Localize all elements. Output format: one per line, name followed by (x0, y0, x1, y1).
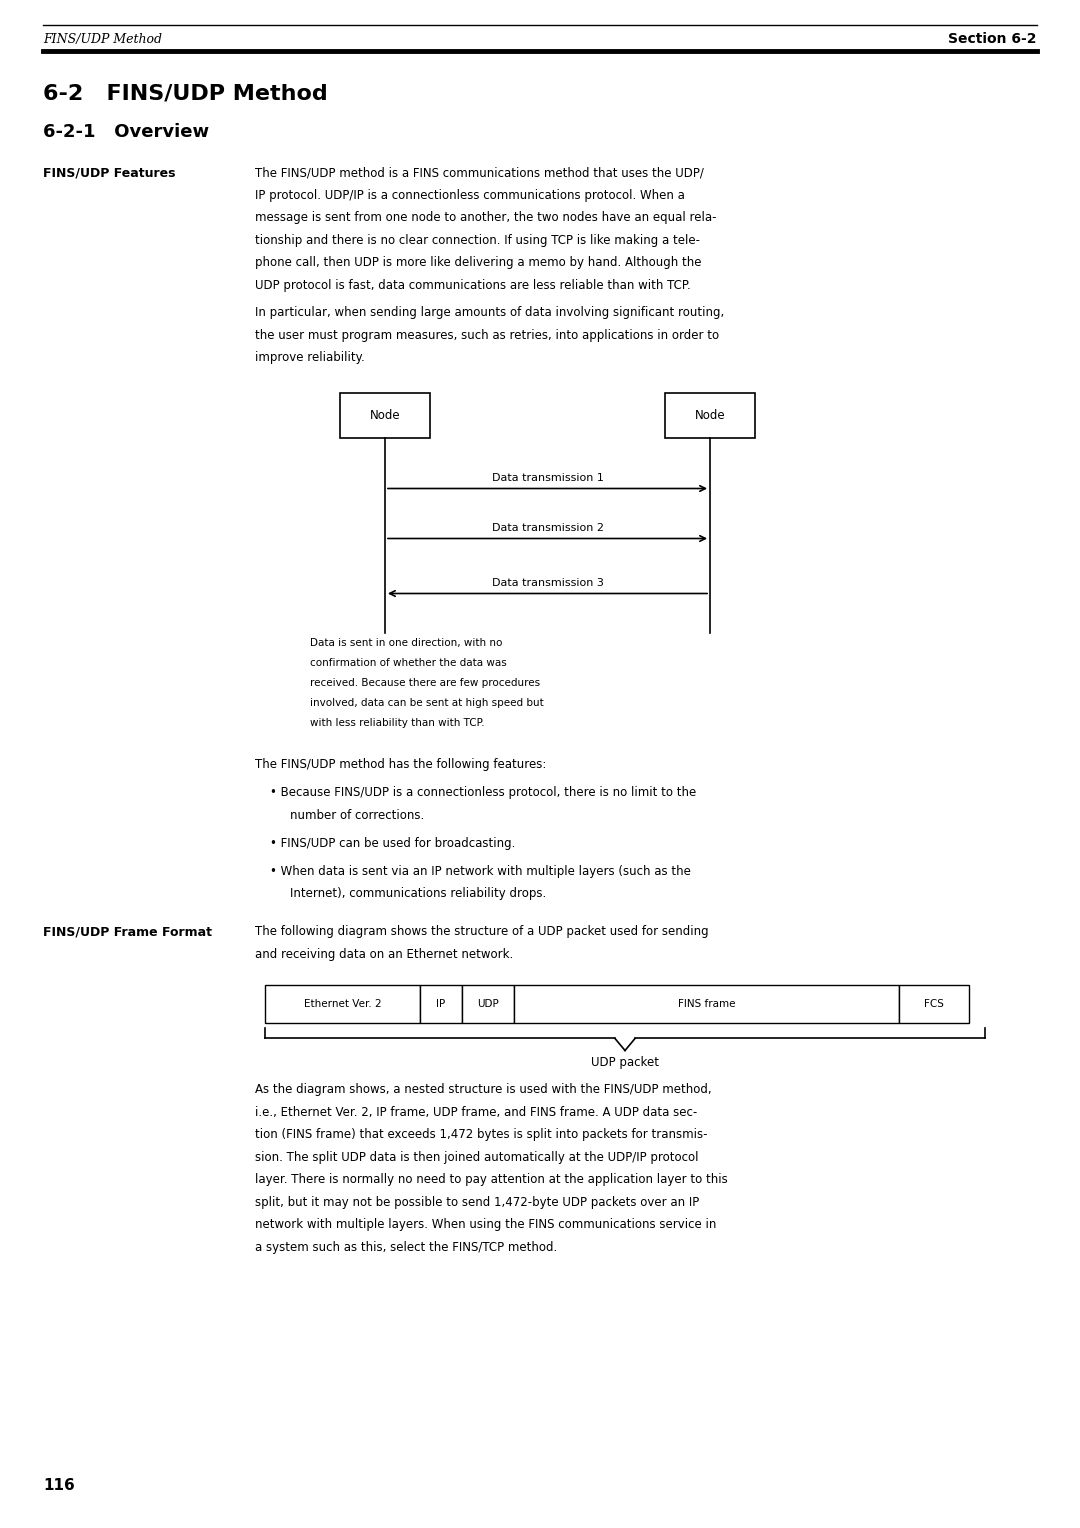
Text: UDP packet: UDP packet (591, 1056, 659, 1070)
Text: layer. There is normally no need to pay attention at the application layer to th: layer. There is normally no need to pay … (255, 1174, 728, 1187)
Text: 6-2   FINS/UDP Method: 6-2 FINS/UDP Method (43, 83, 327, 102)
Text: Section 6-2: Section 6-2 (948, 32, 1037, 46)
Text: the user must program measures, such as retries, into applications in order to: the user must program measures, such as … (255, 329, 719, 341)
Bar (665, 394, 755, 439)
Text: FINS frame: FINS frame (678, 999, 735, 1010)
Text: In particular, when sending large amounts of data involving significant routing,: In particular, when sending large amount… (255, 306, 725, 319)
Text: and receiving data on an Ethernet network.: and receiving data on an Ethernet networ… (255, 947, 513, 961)
Text: tion (FINS frame) that exceeds 1,472 bytes is split into packets for transmis-: tion (FINS frame) that exceeds 1,472 byt… (255, 1129, 707, 1141)
Text: FINS/UDP Frame Format: FINS/UDP Frame Format (43, 926, 212, 938)
Text: received. Because there are few procedures: received. Because there are few procedur… (310, 678, 540, 689)
Text: Data transmission 3: Data transmission 3 (491, 579, 604, 588)
Text: phone call, then UDP is more like delivering a memo by hand. Although the: phone call, then UDP is more like delive… (255, 257, 702, 269)
Text: sion. The split UDP data is then joined automatically at the UDP/IP protocol: sion. The split UDP data is then joined … (255, 1151, 699, 1164)
Text: involved, data can be sent at high speed but: involved, data can be sent at high speed… (310, 698, 543, 709)
Text: message is sent from one node to another, the two nodes have an equal rela-: message is sent from one node to another… (255, 211, 716, 225)
Text: split, but it may not be possible to send 1,472-byte UDP packets over an IP: split, but it may not be possible to sen… (255, 1196, 699, 1209)
Text: confirmation of whether the data was: confirmation of whether the data was (310, 659, 507, 668)
Text: 6-2-1   Overview: 6-2-1 Overview (43, 122, 210, 141)
Bar (265, 986, 420, 1024)
Text: Node: Node (369, 410, 401, 423)
Text: network with multiple layers. When using the FINS communications service in: network with multiple layers. When using… (255, 1218, 716, 1232)
Text: Data is sent in one direction, with no: Data is sent in one direction, with no (310, 639, 502, 648)
Text: FCS: FCS (924, 999, 944, 1010)
Bar (899, 986, 969, 1024)
Text: As the diagram shows, a nested structure is used with the FINS/UDP method,: As the diagram shows, a nested structure… (255, 1083, 712, 1097)
Bar (340, 394, 430, 439)
Text: The FINS/UDP method is a FINS communications method that uses the UDP/: The FINS/UDP method is a FINS communicat… (255, 167, 704, 179)
Text: with less reliability than with TCP.: with less reliability than with TCP. (310, 718, 485, 729)
Text: IP protocol. UDP/IP is a connectionless communications protocol. When a: IP protocol. UDP/IP is a connectionless … (255, 188, 685, 202)
Text: • When data is sent via an IP network with multiple layers (such as the: • When data is sent via an IP network wi… (270, 865, 691, 879)
Text: improve reliability.: improve reliability. (255, 351, 365, 364)
Text: a system such as this, select the FINS/TCP method.: a system such as this, select the FINS/T… (255, 1241, 557, 1254)
Text: • FINS/UDP can be used for broadcasting.: • FINS/UDP can be used for broadcasting. (270, 837, 515, 850)
Text: • Because FINS/UDP is a connectionless protocol, there is no limit to the: • Because FINS/UDP is a connectionless p… (270, 787, 697, 799)
Text: FINS/UDP Method: FINS/UDP Method (43, 32, 162, 46)
Text: Ethernet Ver. 2: Ethernet Ver. 2 (303, 999, 381, 1010)
Bar (420, 986, 462, 1024)
Text: tionship and there is no clear connection. If using TCP is like making a tele-: tionship and there is no clear connectio… (255, 234, 700, 246)
Text: Data transmission 2: Data transmission 2 (491, 524, 604, 533)
Text: UDP protocol is fast, data communications are less reliable than with TCP.: UDP protocol is fast, data communication… (255, 278, 691, 292)
Text: Internet), communications reliability drops.: Internet), communications reliability dr… (291, 888, 546, 900)
Text: Data transmission 1: Data transmission 1 (491, 474, 604, 483)
Text: Node: Node (694, 410, 726, 423)
Bar (462, 986, 514, 1024)
Text: number of corrections.: number of corrections. (291, 808, 424, 822)
Text: UDP: UDP (477, 999, 499, 1010)
Bar (514, 986, 899, 1024)
Text: IP: IP (436, 999, 446, 1010)
Text: The following diagram shows the structure of a UDP packet used for sending: The following diagram shows the structur… (255, 926, 708, 938)
Text: FINS/UDP Features: FINS/UDP Features (43, 167, 175, 179)
Text: 116: 116 (43, 1478, 75, 1493)
Text: The FINS/UDP method has the following features:: The FINS/UDP method has the following fe… (255, 758, 546, 772)
Text: i.e., Ethernet Ver. 2, IP frame, UDP frame, and FINS frame. A UDP data sec-: i.e., Ethernet Ver. 2, IP frame, UDP fra… (255, 1106, 698, 1118)
